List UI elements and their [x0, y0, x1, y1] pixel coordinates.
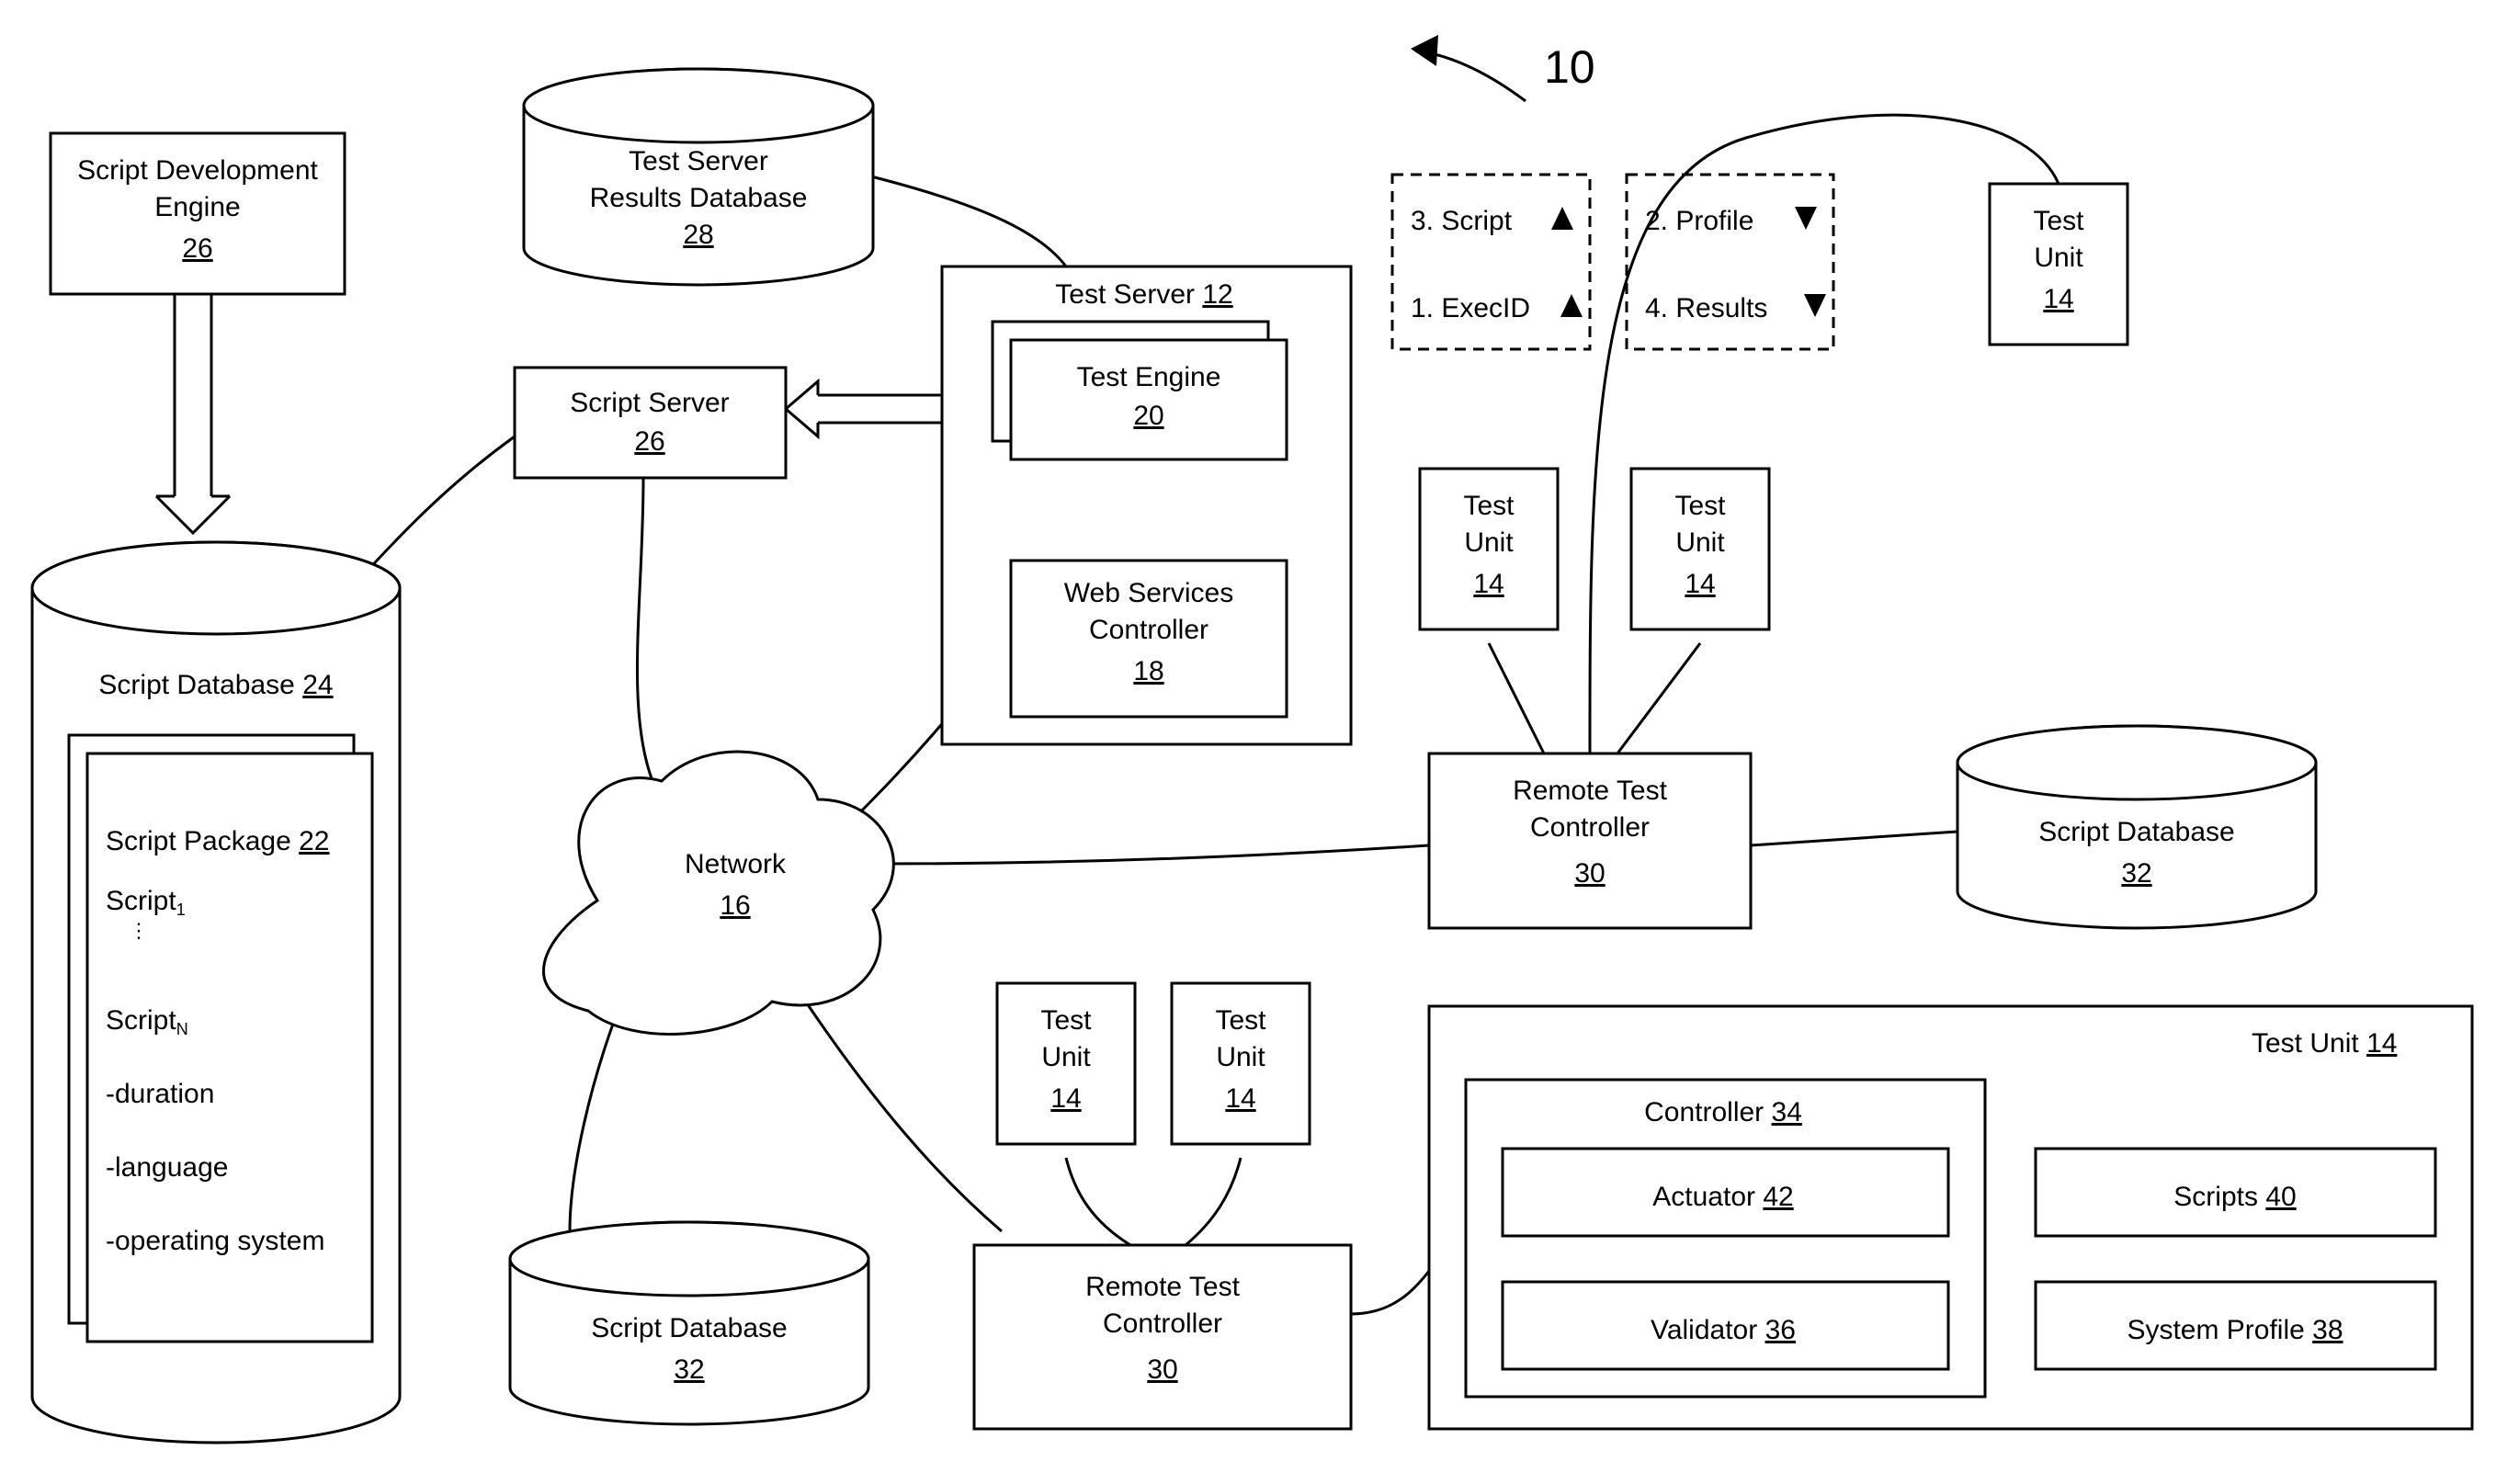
label-tu-mr-2: Unit: [1675, 527, 1725, 558]
box-script-server: [515, 368, 786, 478]
label-tu-ml-1: Test: [1463, 491, 1515, 521]
label-testserver: Test Server 12: [1055, 279, 1232, 310]
label-tu-lr-1: Test: [1215, 1005, 1266, 1036]
label-validator: Validator 36: [1651, 1315, 1796, 1345]
label-scripts40: Scripts 40: [2173, 1182, 2296, 1212]
arrow-down-icon: [1795, 207, 1817, 230]
edge-rtctop-tu-left: [1489, 643, 1544, 753]
label-sp-os: -operating system: [106, 1226, 324, 1256]
label-tu-lr-2: Unit: [1216, 1042, 1265, 1072]
label-tu-lr-ref: 14: [1225, 1083, 1255, 1114]
label-tu-fr-ref: 14: [2043, 284, 2073, 314]
label-rtc-top-2: Controller: [1530, 812, 1650, 843]
label-sde-title: Script Development: [77, 155, 318, 186]
label-sp-lineN: ScriptN: [106, 1005, 188, 1038]
label-ann-l1: 3. Script: [1411, 206, 1513, 236]
label-sysprofile: System Profile 38: [2127, 1315, 2343, 1345]
label-sdb32l-ref: 32: [674, 1354, 704, 1385]
edge-testserver-network: [845, 708, 956, 827]
figure-ref: 10: [1544, 41, 1595, 93]
label-rtc-bot-2: Controller: [1103, 1308, 1222, 1339]
edge-resultsdb-testserver: [864, 175, 1066, 266]
arrow-up-icon-2: [1560, 294, 1583, 317]
label-rtc-top-ref: 30: [1574, 858, 1605, 889]
arrow-up-icon: [1551, 207, 1573, 230]
label-sde-ref: 26: [182, 233, 212, 264]
arrow-dev-to-db: [156, 294, 230, 533]
label-sp-line1: Script1: [106, 886, 186, 919]
edge-tu-right-rtc-bottom: [1186, 1158, 1241, 1245]
box-test-engine: [1011, 340, 1287, 459]
label-controller34: Controller 34: [1644, 1097, 1802, 1127]
ellipsis-icon: ⋮: [129, 919, 149, 942]
label-tu-fr-1: Test: [2033, 206, 2084, 236]
label-scriptserver: Script Server: [570, 388, 729, 418]
cloud-network: [543, 752, 893, 1034]
label-resdb-1: Test Server: [629, 146, 768, 176]
label-network-ref: 16: [720, 890, 750, 921]
label-sdb32r-1: Script Database: [2038, 817, 2234, 847]
label-sp-dur: -duration: [106, 1079, 214, 1109]
edge-tu-left-rtc-bottom: [1066, 1158, 1130, 1245]
label-wsc-1: Web Services: [1064, 578, 1234, 608]
label-tu-ll-ref: 14: [1050, 1083, 1081, 1114]
label-rtc-top-1: Remote Test: [1513, 776, 1668, 806]
label-sde-sub: Engine: [154, 192, 240, 222]
label-tu-ll-1: Test: [1040, 1005, 1092, 1036]
label-actuator: Actuator 42: [1652, 1182, 1793, 1212]
edge-scriptserver-network: [637, 478, 652, 781]
label-sp-title: Script Package 22: [106, 826, 330, 856]
edge-rtctop-tu-right: [1617, 643, 1700, 753]
label-network: Network: [685, 849, 787, 879]
label-tu-ml-ref: 14: [1473, 569, 1503, 599]
label-testengine-ref: 20: [1133, 401, 1163, 431]
label-wsc-2: Controller: [1089, 615, 1208, 645]
label-tu-mr-1: Test: [1674, 491, 1726, 521]
label-tu-fr-2: Unit: [2034, 243, 2083, 273]
edge-network-rtc-top: [882, 845, 1429, 864]
label-rtc-bot-ref: 30: [1147, 1354, 1177, 1385]
label-scriptserver-ref: 26: [634, 426, 664, 457]
label-resdb-2: Results Database: [590, 183, 808, 213]
label-wsc-ref: 18: [1133, 656, 1163, 686]
label-detail-title: Test Unit 14: [2252, 1028, 2397, 1059]
label-ann-r2: 4. Results: [1645, 293, 1767, 323]
label-sp-lang: -language: [106, 1152, 228, 1183]
edge-rtctop-scriptdb32: [1751, 832, 1957, 845]
label-tu-mr-ref: 14: [1685, 569, 1715, 599]
label-resdb-ref: 28: [683, 220, 713, 250]
cyl-results-db: [524, 69, 873, 285]
label-tu-ll-2: Unit: [1041, 1042, 1091, 1072]
edge-network-rtc-bottom: [800, 992, 1002, 1231]
label-rtc-bot-1: Remote Test: [1085, 1272, 1241, 1302]
edge-network-scriptdb32: [570, 992, 625, 1231]
label-sdb32r-ref: 32: [2121, 858, 2151, 889]
label-ann-r1: 2. Profile: [1645, 206, 1753, 236]
label-sdm: Script Database 24: [98, 670, 333, 700]
label-ann-l2: 1. ExecID: [1411, 293, 1530, 323]
label-tu-ml-2: Unit: [1464, 527, 1514, 558]
label-sdb32l-1: Script Database: [591, 1313, 787, 1343]
arrow-down-icon-2: [1804, 294, 1826, 317]
label-testengine: Test Engine: [1077, 362, 1221, 392]
figure-ref-arrow: [1411, 35, 1526, 101]
